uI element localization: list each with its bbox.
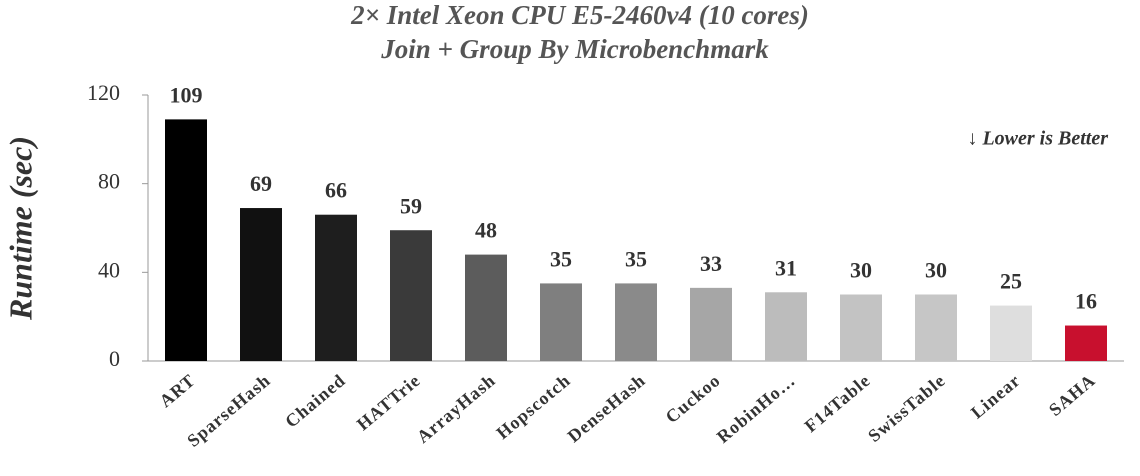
bar: [765, 292, 807, 361]
x-tick-label: SwissTable: [864, 370, 949, 446]
y-tick-label: 80: [98, 169, 120, 194]
bar: [840, 294, 882, 361]
x-tick-label: ART: [155, 370, 199, 411]
y-tick-label: 120: [87, 80, 120, 105]
x-tick-label: Hopscotch: [492, 370, 574, 443]
bar: [1065, 325, 1107, 361]
bar: [915, 294, 957, 361]
y-tick-label: 40: [98, 257, 120, 282]
chart-title: 2× Intel Xeon CPU E5-2460v4 (10 cores): [350, 0, 809, 30]
data-label: 48: [475, 218, 497, 243]
bar: [540, 283, 582, 361]
bar: [465, 254, 507, 361]
bar: [615, 283, 657, 361]
data-label: 59: [400, 193, 422, 218]
y-tick-label: 0: [109, 346, 120, 371]
data-label: 66: [325, 178, 347, 203]
x-tick-label: SparseHash: [183, 370, 274, 451]
bar: [240, 208, 282, 361]
data-label: 30: [925, 258, 947, 283]
chart-subtitle: Join + Group By Microbenchmark: [380, 34, 769, 64]
x-tick-label: DenseHash: [564, 370, 650, 446]
x-tick-label: RobinHo…: [713, 370, 799, 447]
x-tick-label: HATTrie: [353, 370, 424, 434]
data-label: 35: [625, 246, 647, 271]
annotation: ↓ Lower is Better: [967, 128, 1108, 150]
data-label: 31: [775, 255, 797, 280]
x-tick-label: Cuckoo: [662, 370, 725, 427]
bar: [990, 305, 1032, 361]
x-tick-label: F14Table: [801, 370, 875, 436]
data-label: 35: [550, 246, 572, 271]
data-label: 30: [850, 258, 872, 283]
data-label: 25: [1000, 269, 1022, 294]
data-label: 109: [170, 82, 203, 107]
data-label: 16: [1075, 289, 1097, 314]
data-label: 69: [250, 171, 272, 196]
x-tick-label: ArrayHash: [413, 370, 499, 447]
x-tick-label: SAHA: [1045, 370, 1099, 420]
bar: [390, 230, 432, 361]
bar: [165, 119, 207, 361]
y-axis-label: Runtime (sec): [2, 136, 38, 321]
bar: [690, 287, 732, 361]
bar: [315, 214, 357, 361]
x-tick-label: Linear: [967, 370, 1024, 423]
x-tick-label: Chained: [281, 370, 349, 432]
data-label: 33: [700, 251, 722, 276]
